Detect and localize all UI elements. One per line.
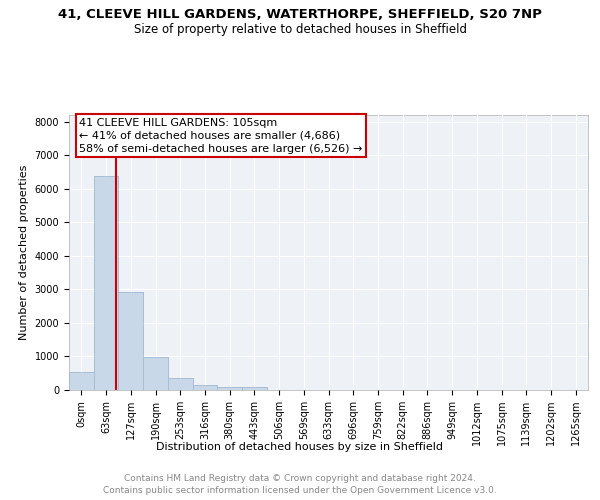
Bar	[242, 387, 267, 390]
Bar	[118, 292, 143, 390]
Bar	[168, 378, 193, 390]
Bar	[168, 378, 193, 390]
Text: 41, CLEEVE HILL GARDENS, WATERTHORPE, SHEFFIELD, S20 7NP: 41, CLEEVE HILL GARDENS, WATERTHORPE, SH…	[58, 8, 542, 20]
Bar	[69, 372, 94, 390]
Bar	[143, 357, 168, 390]
Bar	[94, 176, 118, 390]
Text: Size of property relative to detached houses in Sheffield: Size of property relative to detached ho…	[133, 22, 467, 36]
Bar	[94, 176, 118, 390]
Bar	[193, 385, 217, 390]
Text: Distribution of detached houses by size in Sheffield: Distribution of detached houses by size …	[157, 442, 443, 452]
Bar	[242, 387, 267, 390]
Bar	[193, 385, 217, 390]
Text: Contains HM Land Registry data © Crown copyright and database right 2024.
Contai: Contains HM Land Registry data © Crown c…	[103, 474, 497, 495]
Y-axis label: Number of detached properties: Number of detached properties	[19, 165, 29, 340]
Bar	[217, 386, 242, 390]
Text: 41 CLEEVE HILL GARDENS: 105sqm
← 41% of detached houses are smaller (4,686)
58% : 41 CLEEVE HILL GARDENS: 105sqm ← 41% of …	[79, 118, 363, 154]
Bar	[69, 372, 94, 390]
Bar	[118, 292, 143, 390]
Bar	[217, 386, 242, 390]
Bar	[143, 357, 168, 390]
